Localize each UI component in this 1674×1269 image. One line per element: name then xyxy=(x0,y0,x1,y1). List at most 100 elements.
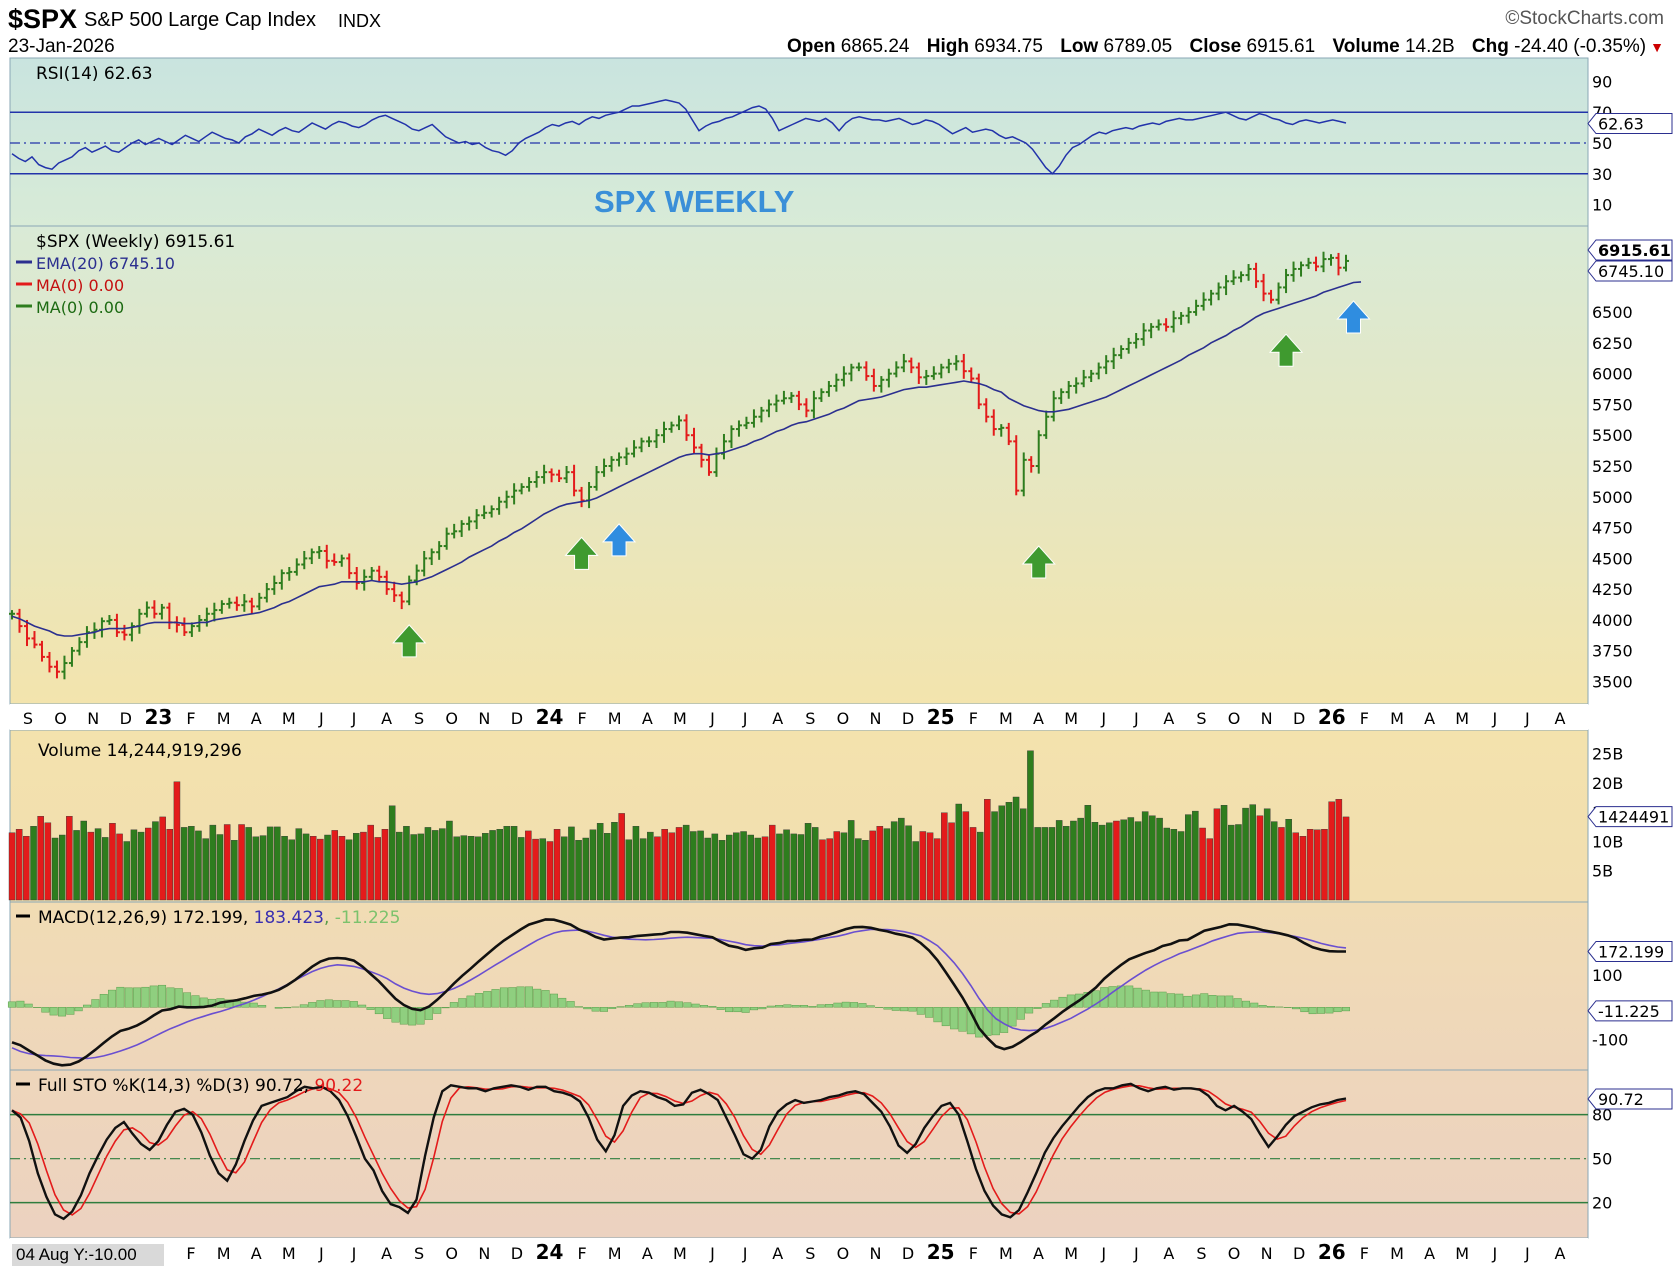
volume-bar xyxy=(188,826,195,901)
ohlc-bar xyxy=(945,358,952,374)
macd-histogram-bar xyxy=(800,1005,809,1008)
ohlc-bar xyxy=(346,553,353,579)
volume-bar xyxy=(15,829,23,901)
macd-histogram-bar xyxy=(591,1007,600,1012)
volume-bar xyxy=(754,837,762,901)
volume-bar xyxy=(568,826,575,901)
volume-bar xyxy=(611,822,618,901)
volume-bar xyxy=(1263,808,1271,901)
rsi-tick-label: 90 xyxy=(1592,72,1612,91)
x-tick-label: J xyxy=(1491,709,1497,728)
volume-label: Volume xyxy=(1332,36,1400,57)
ohlc-bar xyxy=(1005,422,1012,446)
close-label: Close xyxy=(1189,36,1242,57)
volume-bar xyxy=(30,826,37,901)
macd-histogram-bar xyxy=(1058,996,1067,1008)
volume-bar xyxy=(948,822,955,901)
ohlc-bar xyxy=(271,575,278,595)
volume-bar xyxy=(661,829,668,901)
volume-bar xyxy=(482,833,489,901)
ema20-line xyxy=(11,281,1362,637)
macd-histogram-bar xyxy=(366,1007,375,1010)
volume-bar xyxy=(998,805,1006,901)
x-tick-label: S xyxy=(23,709,33,728)
ohlc-bar xyxy=(900,353,907,373)
ohlc-bar xyxy=(106,615,113,625)
ohlc-bar xyxy=(181,617,188,636)
volume-bar xyxy=(955,803,963,901)
volume-bar xyxy=(288,839,296,901)
volume-bar xyxy=(575,840,582,901)
green-up-arrow-icon xyxy=(392,624,427,658)
ohlc-bar xyxy=(1073,377,1080,394)
volume-bar xyxy=(130,829,138,901)
macd-histogram-bar xyxy=(349,1001,358,1008)
ohlc-bar xyxy=(803,398,810,418)
volume-bar xyxy=(711,833,719,901)
volume-tick-label: 10B xyxy=(1592,833,1623,852)
volume-bar xyxy=(238,824,245,901)
ohlc-bar xyxy=(773,394,780,413)
volume-bar xyxy=(1235,824,1242,901)
x-tick-label-bottom: N xyxy=(870,1244,882,1263)
macd-histogram-bar xyxy=(1316,1007,1325,1014)
volume-bar xyxy=(962,811,970,901)
volume-bar xyxy=(152,821,159,901)
x-tick-label-bottom: O xyxy=(1228,1244,1241,1263)
volume-bar xyxy=(37,816,44,901)
ohlc-bar xyxy=(608,456,615,472)
ohlc-bar xyxy=(323,544,330,569)
x-tick-label: D xyxy=(902,709,914,728)
macd-histogram-bar xyxy=(7,1001,16,1008)
ohlc-bar xyxy=(1313,256,1320,272)
high-label: High xyxy=(926,36,969,57)
macd-histogram-bar xyxy=(324,999,333,1008)
volume-bar xyxy=(747,834,755,901)
macd-histogram-bar xyxy=(466,995,475,1008)
ohlc-bar xyxy=(361,569,368,591)
ohlc-bar xyxy=(211,602,218,622)
ohlc-bar xyxy=(1095,362,1102,380)
macd-histogram-bar xyxy=(941,1007,950,1027)
ohlc-bar xyxy=(1140,323,1147,346)
volume-bar xyxy=(905,825,912,901)
x-tick-label-bottom: M xyxy=(608,1244,622,1263)
x-tick-label-bottom: O xyxy=(445,1244,458,1263)
volume-bar xyxy=(324,834,331,901)
macd-histogram-bar xyxy=(408,1007,417,1026)
ohlc-bar xyxy=(46,651,53,673)
volume-bar xyxy=(1141,811,1149,901)
ohlc-bar xyxy=(765,399,772,418)
ohlc-bar xyxy=(23,619,30,647)
macd-histogram-bar xyxy=(1333,1007,1342,1013)
macd-histogram-bar xyxy=(1191,994,1200,1008)
x-tick-label-bottom: 24 xyxy=(536,1240,564,1264)
macd-histogram-bar xyxy=(816,1004,825,1008)
macd-histogram-bar xyxy=(841,1001,850,1008)
macd-histogram-bar xyxy=(549,993,558,1008)
x-tick-label-bottom: F xyxy=(577,1244,586,1263)
x-tick-label: F xyxy=(186,709,195,728)
macd-plot: 100 -100 172.199 -11.225 xyxy=(7,918,1673,1067)
volume-bar xyxy=(941,812,948,901)
volume-bar xyxy=(123,841,130,901)
volume-bar xyxy=(1012,796,1020,901)
sto-k-line xyxy=(11,1082,1347,1221)
volume-bar xyxy=(926,832,934,901)
volume-bar xyxy=(195,830,202,901)
volume-bar xyxy=(66,816,73,901)
volume-bar xyxy=(682,824,690,901)
macd-histogram-bar xyxy=(1041,1003,1050,1008)
ohlc-bar xyxy=(571,464,578,497)
macd-histogram-bar xyxy=(274,1007,283,1009)
ohlc-bar xyxy=(421,550,428,577)
price-tick-label: 5750 xyxy=(1592,395,1633,414)
ohlc-bar xyxy=(248,597,255,615)
ohlc-bar xyxy=(121,624,128,641)
volume-value-tag: 1424491 xyxy=(1598,808,1669,827)
ohlc-bar xyxy=(1283,268,1290,294)
ohlc-bar xyxy=(31,631,38,649)
x-tick-label: 25 xyxy=(927,705,955,729)
macd-histogram-bar xyxy=(858,1003,867,1008)
